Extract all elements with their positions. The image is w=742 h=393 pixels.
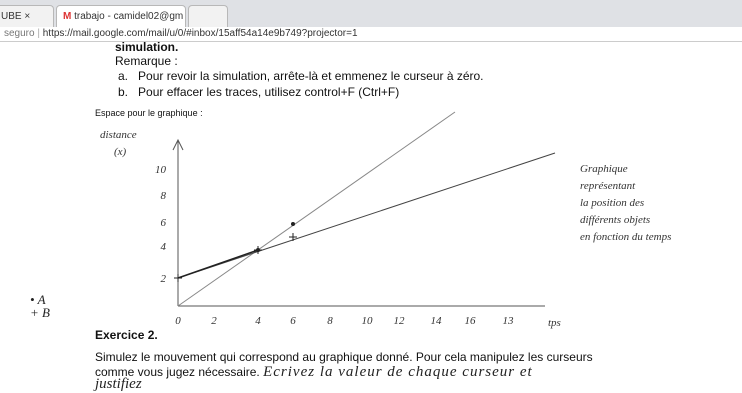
legend: • A + B [30, 293, 50, 319]
text-line: comme vous jugez nécessaire. [95, 365, 260, 379]
handwritten-note: représentant [580, 180, 636, 192]
tab[interactable]: M trabajo - camidel02@gm × [56, 5, 186, 44]
tab-title: UBE [1, 11, 22, 22]
hand-drawn-graph: distance (x) tps 0 2 4 6 8 10 12 14 16 13 2 4 6 8 10 Gr… [100, 111, 671, 329]
exercise-title: Exercice 2. [95, 328, 158, 342]
x-tick-label: 16 [465, 315, 477, 327]
handwritten-note: en fonction du temps [580, 231, 671, 243]
handwritten-note: différents objets [580, 214, 650, 226]
handwriting: justifiez [95, 376, 142, 392]
tab-bar: UBE × M trabajo - camidel02@gm × [0, 0, 742, 44]
caption: Espace pour le graphique : [95, 108, 203, 118]
x-tick-label: 8 [327, 315, 333, 327]
handwritten-note: Graphique [580, 163, 628, 175]
y-label: (x) [114, 146, 127, 158]
list-text: Pour effacer les traces, utilisez contro… [138, 85, 400, 99]
x-tick-label: 6 [290, 315, 296, 327]
x-tick-label: 4 [255, 315, 261, 327]
y-tick-label: 10 [155, 164, 167, 176]
list-marker: a. [118, 69, 129, 83]
tab-title: trabajo - camidel02@gm [74, 11, 184, 22]
list-text: Pour revoir la simulation, arrête-là et … [138, 69, 484, 83]
text-line: simulation. [115, 40, 179, 54]
legend-entry: • A [30, 292, 46, 307]
x-tick-label: 2 [211, 315, 217, 327]
address-bar[interactable]: seguro | https://mail.google.com/mail/u/… [0, 27, 742, 42]
y-tick-label: 4 [161, 241, 167, 253]
x-tick-label: 12 [394, 315, 406, 327]
handwriting: Ecrivez la valeur de chaque curseur et [263, 364, 533, 380]
text-line: Simulez le mouvement qui correspond au g… [95, 350, 593, 364]
list-marker: b. [118, 85, 129, 99]
x-tick-label: 0 [175, 315, 181, 327]
tab[interactable]: UBE × [0, 5, 54, 27]
y-tick-label: 2 [161, 273, 167, 285]
x-label: tps [548, 317, 561, 329]
handwritten-note: la position des [580, 197, 644, 209]
x-tick-label: 10 [362, 315, 374, 327]
x-tick-label: 14 [431, 315, 443, 327]
y-tick-label: 6 [161, 217, 167, 229]
text-line: Remarque : [115, 54, 178, 68]
y-tick-label: 8 [161, 190, 167, 202]
url: https://mail.google.com/mail/u/0/#inbox/… [42, 28, 358, 39]
y-label: distance [100, 129, 137, 141]
x-tick-label: 13 [503, 315, 515, 327]
security-label: seguro [4, 28, 35, 39]
legend-entry: + B [30, 305, 50, 320]
new-tab[interactable] [188, 5, 228, 27]
